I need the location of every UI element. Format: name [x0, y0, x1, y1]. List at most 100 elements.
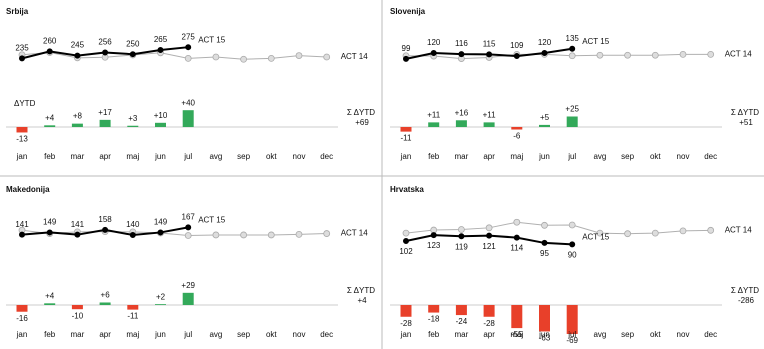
point [624, 51, 631, 59]
point [184, 232, 192, 239]
x-tick-label: jan [16, 152, 28, 161]
bar [539, 124, 550, 127]
x-tick-label: maj [510, 330, 523, 339]
bar-label: -18 [428, 315, 440, 324]
x-tick-label: avg [593, 330, 606, 339]
point [679, 227, 687, 235]
x-tick-label: jun [154, 152, 166, 161]
point [513, 53, 520, 60]
bar [511, 127, 523, 130]
total-label: +69 [355, 118, 369, 127]
total-label: +51 [739, 118, 753, 127]
point [569, 45, 576, 52]
point-label: 265 [154, 35, 168, 44]
bar [400, 127, 412, 132]
x-tick-label: apr [99, 152, 111, 161]
bar [428, 122, 440, 127]
legend-label: ACT 15 [582, 37, 610, 46]
point-label: 90 [568, 250, 577, 259]
x-tick-label: sep [237, 330, 250, 339]
point [402, 229, 410, 237]
point-label: 95 [540, 249, 549, 258]
x-tick-label: okt [650, 330, 661, 339]
point [568, 52, 576, 60]
point [541, 239, 548, 246]
total-title: Σ ΔYTD [731, 286, 759, 295]
bar [566, 305, 578, 334]
x-tick-label: jun [154, 330, 166, 339]
bar [155, 122, 166, 127]
bar [428, 305, 440, 313]
x-tick-label: maj [126, 152, 139, 161]
bar-label: -6 [513, 132, 521, 141]
legend-label: ACT 15 [198, 35, 226, 44]
point [485, 224, 493, 232]
point [430, 232, 437, 239]
point [513, 234, 520, 241]
legend-label: ACT 15 [582, 232, 610, 241]
total-title: Σ ΔYTD [731, 108, 759, 117]
total-label: -286 [738, 296, 755, 305]
point [486, 232, 493, 239]
total-title: Σ ΔYTD [347, 286, 375, 295]
point-label: 135 [566, 34, 580, 43]
x-tick-label: dec [704, 152, 717, 161]
bar-label: +10 [154, 111, 168, 120]
bar [182, 110, 194, 127]
x-tick-label: sep [621, 152, 634, 161]
panel-title: Srbija [6, 7, 29, 16]
point [157, 46, 164, 53]
legend-label: ACT 14 [725, 225, 753, 234]
x-tick-label: jan [16, 330, 28, 339]
x-tick-label: mar [455, 152, 469, 161]
x-tick-label: jul [183, 330, 192, 339]
bar [71, 123, 83, 127]
point-label: 119 [455, 242, 468, 251]
x-tick-label: nov [677, 152, 690, 161]
point [458, 51, 465, 58]
point [18, 55, 25, 62]
bar [483, 122, 495, 127]
point-label: 149 [43, 218, 57, 227]
point-label: 250 [126, 39, 140, 48]
bar-label: -28 [483, 319, 495, 328]
bar-label: +2 [156, 292, 166, 301]
x-tick-label: apr [483, 330, 495, 339]
x-tick-label: jan [400, 152, 412, 161]
bar [182, 292, 194, 305]
point-label: 141 [15, 220, 29, 229]
point-label: 115 [483, 39, 496, 48]
x-tick-label: jul [183, 152, 192, 161]
x-tick-label: avg [209, 330, 222, 339]
point [402, 55, 409, 62]
point [430, 49, 437, 56]
point [240, 55, 248, 63]
point [46, 229, 53, 236]
point [74, 52, 81, 59]
bar-label: -28 [400, 319, 412, 328]
total-title: Σ ΔYTD [347, 108, 375, 117]
point [185, 44, 192, 51]
point [46, 48, 53, 55]
bar [155, 304, 166, 305]
x-tick-label: sep [621, 330, 634, 339]
x-tick-label: okt [650, 152, 661, 161]
x-tick-label: dec [320, 330, 333, 339]
bar [455, 120, 467, 127]
point [651, 229, 659, 237]
panel-title: Hrvatska [390, 185, 424, 194]
bar [539, 305, 550, 332]
legend-label: ACT 14 [725, 49, 753, 58]
point-label: 260 [43, 36, 57, 45]
bar-label: +11 [483, 110, 497, 119]
x-tick-label: mar [71, 330, 85, 339]
bar-label: +25 [565, 105, 579, 114]
bar [99, 119, 111, 127]
point-label: 120 [538, 38, 552, 47]
point-label: 121 [482, 242, 496, 251]
x-tick-label: maj [510, 152, 523, 161]
point [129, 51, 136, 58]
x-tick-label: sep [237, 152, 250, 161]
x-tick-label: jun [538, 152, 550, 161]
